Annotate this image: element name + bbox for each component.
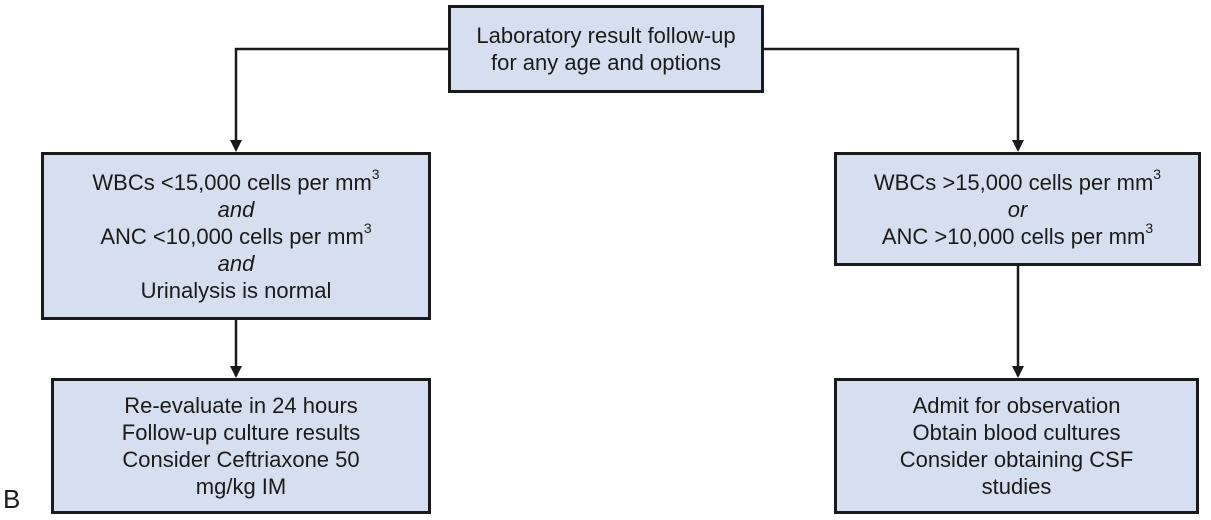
action-line: Consider Ceftriaxone 50: [122, 447, 360, 472]
conjunction: or: [1007, 196, 1028, 222]
connector-top-to-left: [230, 47, 448, 152]
node-low-wbc-criteria: WBCs <15,000 cells per mm3 and ANC <10,0…: [41, 152, 431, 320]
node-lab-followup: Laboratory result follow-up for any age …: [448, 5, 764, 93]
node-reevaluate-actions: Re-evaluate in 24 hours Follow-up cultur…: [51, 378, 431, 514]
node-text-line: Laboratory result follow-up: [476, 23, 736, 48]
action-line: Consider obtaining CSF: [899, 447, 1134, 472]
criteria-urinalysis: Urinalysis is normal: [140, 277, 332, 303]
criteria-wbc: WBCs >15,000 cells per mm3: [873, 166, 1162, 195]
node-text-line: for any age and options: [491, 50, 721, 75]
conjunction: and: [217, 196, 255, 222]
conjunction: and: [217, 250, 255, 276]
node-admit-actions: Admit for observation Obtain blood cultu…: [834, 378, 1199, 514]
action-line: Re-evaluate in 24 hours: [124, 393, 358, 418]
criteria-wbc: WBCs <15,000 cells per mm3: [92, 166, 380, 195]
criteria-anc: ANC <10,000 cells per mm3: [100, 220, 372, 249]
action-line: studies: [981, 474, 1052, 499]
action-line: Obtain blood cultures: [912, 420, 1121, 445]
action-line: mg/kg IM: [195, 474, 287, 499]
connector-top-to-right: [764, 47, 1024, 152]
criteria-anc: ANC >10,000 cells per mm3: [881, 220, 1154, 249]
action-line: Admit for observation: [912, 393, 1121, 418]
panel-label: B: [3, 484, 21, 514]
node-high-wbc-criteria: WBCs >15,000 cells per mm3 or ANC >10,00…: [834, 152, 1201, 266]
action-line: Follow-up culture results: [121, 420, 361, 445]
